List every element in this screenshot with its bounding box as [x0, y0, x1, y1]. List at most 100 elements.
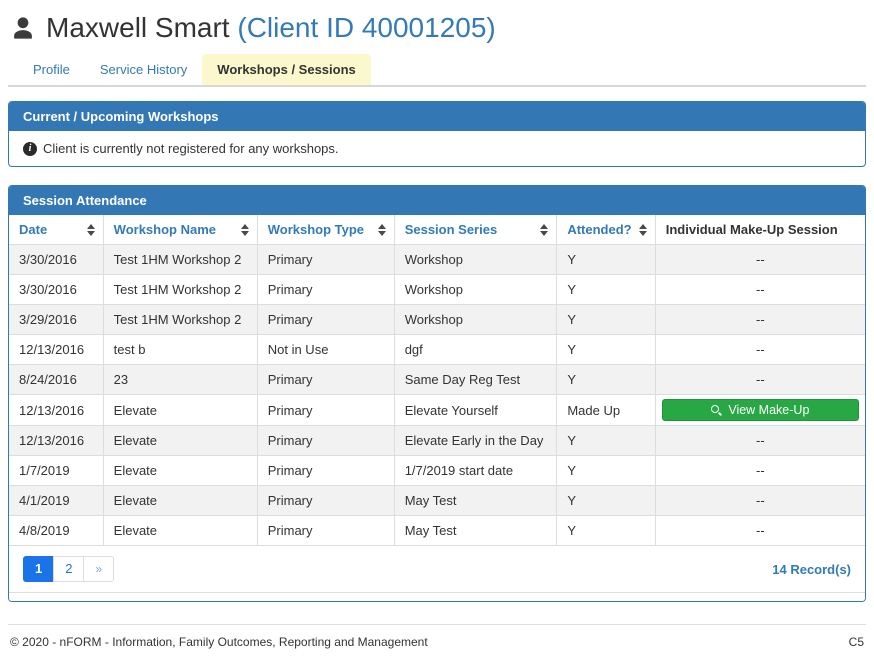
- table-row: 12/13/2016 Elevate Primary Elevate Early in…: [9, 425, 865, 456]
- makeup-cell: --: [654, 244, 865, 275]
- date-cell: 12/13/2016: [9, 425, 104, 456]
- client-id: (Client ID 40001205): [237, 12, 496, 43]
- page-code: C5: [848, 635, 864, 649]
- workshop-name-cell: 23: [102, 364, 258, 395]
- tab-workshops-sessions[interactable]: Workshops / Sessions: [202, 54, 371, 85]
- date-cell: 3/30/2016: [9, 274, 104, 305]
- workshop-type-cell: Primary: [256, 455, 395, 486]
- makeup-cell: --: [654, 455, 865, 486]
- session-series-cell: dgf: [393, 334, 558, 365]
- workshops-panel-body: i Client is currently not registered for…: [9, 131, 865, 166]
- table-row: 3/29/2016 Test 1HM Workshop 2 Primary Works…: [9, 304, 865, 335]
- tab-bar: Profile Service History Workshops / Sessio…: [8, 54, 866, 87]
- session-series-cell: Same Day Reg Test: [393, 364, 558, 395]
- column-header-date[interactable]: Date: [9, 215, 104, 245]
- workshop-name-cell: Elevate: [102, 425, 258, 456]
- session-attendance-panel: Session Attendance Date Workshop Name Work…: [8, 185, 866, 602]
- column-label: Date: [19, 222, 48, 237]
- table-row: 3/30/2016 Test 1HM Workshop 2 Primary Works…: [9, 244, 865, 275]
- sort-icon[interactable]: [240, 223, 249, 236]
- attended-cell: Y: [556, 334, 656, 365]
- workshop-name-cell: test b: [102, 334, 258, 365]
- workshop-name-cell: Elevate: [102, 455, 258, 486]
- attended-cell: Y: [556, 274, 656, 305]
- table-footer-row: 1 2» 14 Record(s): [9, 546, 865, 593]
- tab-profile[interactable]: Profile: [33, 62, 70, 77]
- workshop-type-cell: Primary: [256, 394, 395, 426]
- table-row: 3/30/2016 Test 1HM Workshop 2 Primary Works…: [9, 274, 865, 305]
- makeup-cell: --: [654, 485, 865, 516]
- column-header-workshop-name[interactable]: Workshop Name: [102, 215, 258, 245]
- column-label: Session Series: [404, 222, 498, 237]
- attended-cell: Y: [556, 244, 656, 275]
- column-header-workshop-type[interactable]: Workshop Type: [256, 215, 395, 245]
- date-cell: 12/13/2016: [9, 394, 104, 426]
- date-cell: 3/29/2016: [9, 304, 104, 335]
- session-series-cell: May Test: [393, 485, 558, 516]
- workshop-type-cell: Primary: [256, 274, 395, 305]
- makeup-cell: --: [654, 334, 865, 365]
- attended-cell: Y: [556, 364, 656, 395]
- makeup-cell: --: [654, 304, 865, 335]
- date-cell: 4/8/2019: [9, 515, 104, 546]
- record-count: 14 Record(s): [772, 561, 851, 577]
- table-row: 4/8/2019 Elevate Primary May Test Y --: [9, 515, 865, 546]
- view-makeup-label: View Make-Up: [728, 403, 810, 417]
- page-footer: © 2020 - nFORM - Information, Family Out…: [8, 635, 866, 665]
- page-button-2[interactable]: 2: [53, 556, 85, 582]
- copyright-text: © 2020 - nFORM - Information, Family Out…: [10, 635, 428, 649]
- attended-cell: Y: [556, 304, 656, 335]
- workshop-type-cell: Primary: [256, 485, 395, 516]
- attended-cell: Made Up: [556, 394, 656, 426]
- table-row: 12/13/2016 test b Not in Use dgf Y --: [9, 334, 865, 365]
- session-series-cell: May Test: [393, 515, 558, 546]
- session-series-cell: Elevate Early in the Day: [393, 425, 558, 456]
- workshop-type-cell: Primary: [256, 304, 395, 335]
- session-series-cell: Workshop: [393, 274, 558, 305]
- attended-cell: Y: [556, 455, 656, 486]
- date-cell: 8/24/2016: [9, 364, 104, 395]
- info-icon: i: [23, 141, 37, 156]
- column-label: Attended?: [567, 222, 632, 237]
- session-series-cell: Workshop: [393, 304, 558, 335]
- footer-divider: [8, 624, 866, 625]
- column-label: Individual Make-Up Session: [665, 222, 838, 237]
- column-label: Workshop Type: [267, 222, 365, 237]
- sort-icon[interactable]: [638, 223, 647, 236]
- attendance-panel-title: Session Attendance: [9, 186, 865, 215]
- column-label: Workshop Name: [113, 222, 216, 237]
- date-cell: 4/1/2019: [9, 485, 104, 516]
- search-icon: [711, 404, 722, 416]
- makeup-cell: --: [654, 515, 865, 546]
- view-makeup-button[interactable]: View Make-Up: [661, 399, 859, 421]
- tab-service-history[interactable]: Service History: [99, 62, 188, 77]
- makeup-cell: --: [654, 364, 865, 395]
- page-button-1[interactable]: 1: [23, 556, 55, 582]
- workshop-type-cell: Primary: [256, 364, 395, 395]
- attended-cell: Y: [556, 485, 656, 516]
- column-header-attended[interactable]: Attended?: [556, 215, 656, 245]
- attended-cell: Y: [556, 425, 656, 456]
- workshop-type-cell: Primary: [256, 515, 395, 546]
- workshops-panel-title: Current / Upcoming Workshops: [9, 102, 865, 131]
- workshop-type-cell: Not in Use: [256, 334, 395, 365]
- sort-icon[interactable]: [377, 223, 386, 236]
- workshop-name-cell: Test 1HM Workshop 2: [102, 274, 258, 305]
- client-name: Maxwell Smart: [46, 12, 230, 43]
- column-header-session-series[interactable]: Session Series: [393, 215, 558, 245]
- no-workshops-message: Client is currently not registered for a…: [43, 141, 339, 156]
- page-title: Maxwell Smart (Client ID 40001205): [46, 12, 496, 44]
- pagination: 1 2»: [23, 556, 115, 582]
- workshop-type-cell: Primary: [256, 425, 395, 456]
- page-button-next[interactable]: »: [83, 556, 115, 582]
- makeup-cell: View Make-Up: [654, 394, 865, 426]
- table-row: 8/24/2016 23 Primary Same Day Reg Test Y --: [9, 364, 865, 395]
- sort-icon[interactable]: [86, 223, 95, 236]
- date-cell: 3/30/2016: [9, 244, 104, 275]
- table-row: 4/1/2019 Elevate Primary May Test Y --: [9, 485, 865, 516]
- panel-bottom-strip: [9, 593, 865, 601]
- sort-icon[interactable]: [540, 223, 549, 236]
- table-header-row: Date Workshop Name Workshop Type Session Se…: [9, 215, 865, 245]
- workshop-name-cell: Elevate: [102, 515, 258, 546]
